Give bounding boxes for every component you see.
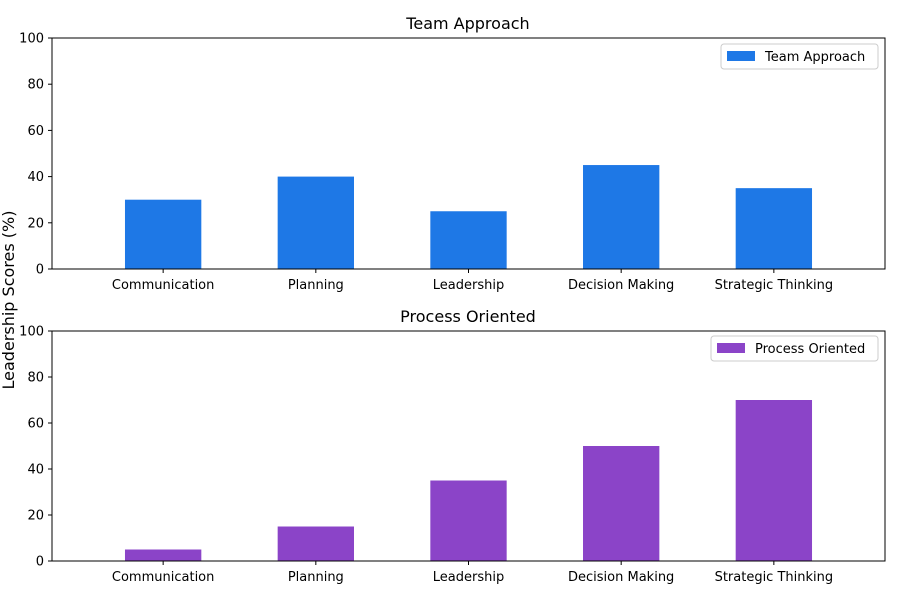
bar-strategic-thinking xyxy=(735,400,813,561)
bar-leadership xyxy=(430,211,507,269)
bar-decision-making xyxy=(583,165,660,269)
bottom-subplot: Process Oriented 0 20 40 60 80 100 Communicat… xyxy=(19,307,886,585)
y-tick-label: 20 xyxy=(27,509,44,524)
bar-planning xyxy=(277,526,354,561)
subplot-title: Process Oriented xyxy=(400,307,536,326)
bar-communication xyxy=(124,549,202,561)
y-tick-label: 0 xyxy=(36,263,44,278)
bar-decision-making xyxy=(583,446,660,561)
legend-box xyxy=(710,335,879,362)
x-tick-label: Strategic Thinking xyxy=(715,278,834,293)
x-axis-ticks: Communication Planning Leadership Decision … xyxy=(112,269,833,293)
y-axis-ticks: 0 20 40 60 80 100 xyxy=(19,32,52,278)
legend-swatch xyxy=(727,51,755,61)
x-tick-label: Leadership xyxy=(433,278,504,293)
y-tick-label: 20 xyxy=(27,216,44,231)
y-axis-label: Leadership Scores (%) xyxy=(0,211,18,390)
subplot-title: Team Approach xyxy=(405,14,529,33)
y-tick-label: 60 xyxy=(27,417,44,432)
x-tick-label: Communication xyxy=(112,570,214,585)
y-tick-label: 40 xyxy=(27,463,44,478)
y-tick-label: 0 xyxy=(36,555,44,570)
legend-box xyxy=(720,43,879,70)
y-tick-label: 60 xyxy=(27,124,44,139)
x-tick-label: Strategic Thinking xyxy=(715,570,834,585)
top-subplot: Team Approach 0 20 40 60 80 100 Communication… xyxy=(19,14,886,293)
y-axis-ticks: 0 20 40 60 80 100 xyxy=(19,325,52,570)
bar-leadership xyxy=(430,480,507,561)
bar-planning xyxy=(277,176,354,269)
y-tick-label: 100 xyxy=(19,32,44,47)
bar-series xyxy=(124,165,813,269)
x-tick-label: Planning xyxy=(288,570,344,585)
bar-communication xyxy=(124,199,202,269)
legend: Team Approach xyxy=(720,43,879,70)
x-axis-ticks: Communication Planning Leadership Decision … xyxy=(112,561,833,585)
x-tick-label: Communication xyxy=(112,278,214,293)
bar-strategic-thinking xyxy=(735,188,813,269)
legend-label: Process Oriented xyxy=(755,342,865,357)
x-tick-label: Decision Making xyxy=(568,278,674,293)
legend-swatch xyxy=(717,343,745,353)
y-tick-label: 80 xyxy=(27,78,44,93)
bar-series xyxy=(124,400,813,561)
legend: Process Oriented xyxy=(710,335,879,362)
y-tick-label: 80 xyxy=(27,371,44,386)
x-tick-label: Planning xyxy=(288,278,344,293)
y-tick-label: 100 xyxy=(19,325,44,340)
x-tick-label: Leadership xyxy=(433,570,504,585)
y-tick-label: 40 xyxy=(27,170,44,185)
x-tick-label: Decision Making xyxy=(568,570,674,585)
legend-label: Team Approach xyxy=(764,50,865,65)
